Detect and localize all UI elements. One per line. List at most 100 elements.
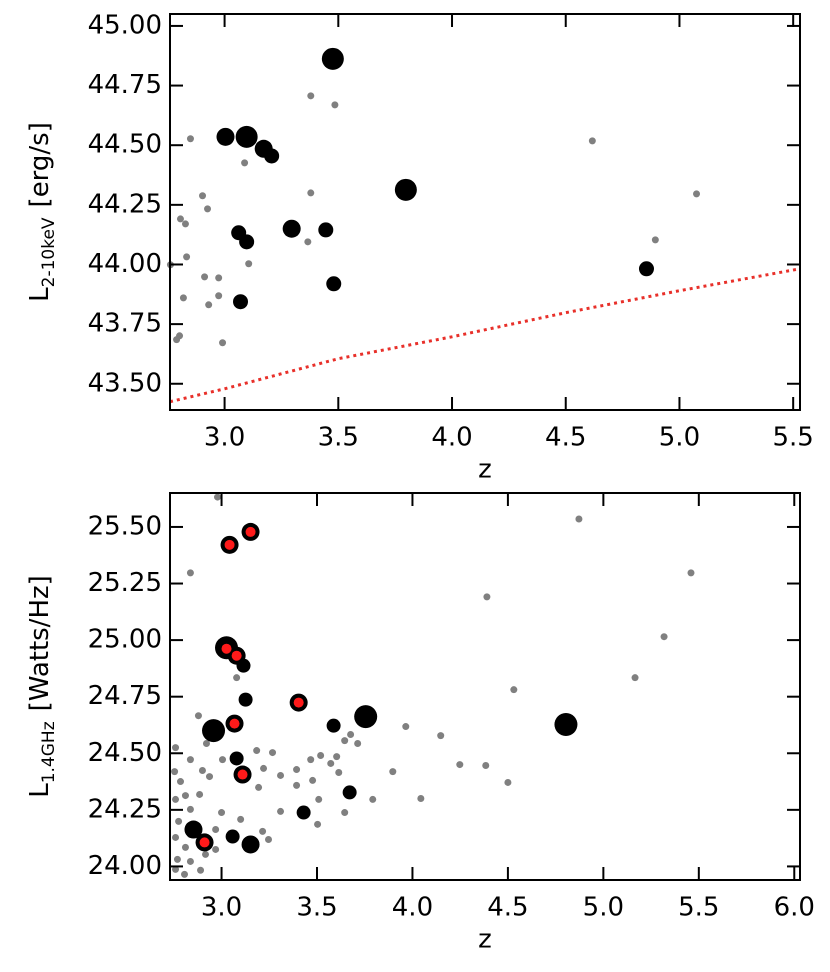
point xyxy=(315,795,323,803)
point xyxy=(260,764,268,772)
point xyxy=(693,190,701,198)
point xyxy=(638,261,654,277)
point xyxy=(197,866,205,874)
point xyxy=(204,205,212,213)
x-tick-label: 5.5 xyxy=(678,893,719,923)
point xyxy=(239,234,255,250)
y-label-unit: [erg/s] xyxy=(25,122,55,207)
y-tick-label: 24.50 xyxy=(88,738,162,768)
point xyxy=(199,192,207,200)
point xyxy=(237,815,245,823)
point xyxy=(181,220,189,228)
point xyxy=(318,222,334,238)
y-tick-label: 24.75 xyxy=(88,681,162,711)
point xyxy=(202,719,226,743)
y-label-sub: 1.4GHz xyxy=(39,721,59,783)
point xyxy=(225,829,240,844)
point xyxy=(333,753,341,761)
plot-frame xyxy=(169,13,801,411)
point xyxy=(437,732,445,740)
point xyxy=(245,526,256,537)
point xyxy=(245,260,253,268)
point xyxy=(212,845,220,853)
point xyxy=(173,336,181,344)
x-tick-label: 4.5 xyxy=(545,423,586,453)
point xyxy=(326,718,341,733)
y-tick-label: 25.25 xyxy=(88,568,162,598)
y-tick-label: 44.75 xyxy=(88,70,162,100)
point xyxy=(354,705,378,729)
point xyxy=(173,855,181,863)
point xyxy=(171,768,179,776)
point xyxy=(510,686,518,694)
y-tick-label: 24.25 xyxy=(88,794,162,824)
point xyxy=(172,744,180,752)
point xyxy=(307,92,315,100)
point xyxy=(219,756,226,764)
y-label-sub: 2-10keV xyxy=(39,217,59,287)
point xyxy=(202,740,210,748)
threshold-line xyxy=(169,267,801,404)
point xyxy=(198,766,206,774)
x-tick-label: 6.0 xyxy=(774,893,815,923)
y-tick-label: 44.25 xyxy=(88,189,162,219)
y-tick-label: 45.00 xyxy=(88,10,162,40)
point xyxy=(282,219,301,238)
y-tick-label: 43.75 xyxy=(88,309,162,339)
point xyxy=(212,826,220,834)
point xyxy=(331,101,339,109)
point xyxy=(218,809,226,817)
point xyxy=(687,569,695,577)
point xyxy=(277,771,285,779)
point xyxy=(293,697,304,708)
point xyxy=(369,795,377,803)
point xyxy=(347,730,355,738)
point xyxy=(172,865,180,873)
point xyxy=(181,843,189,851)
point xyxy=(219,339,227,347)
point xyxy=(229,751,244,766)
point xyxy=(184,820,203,839)
point xyxy=(253,747,261,755)
point xyxy=(277,807,285,815)
point xyxy=(177,778,184,786)
point xyxy=(317,752,325,760)
point xyxy=(186,857,194,865)
point xyxy=(389,768,397,776)
point xyxy=(265,835,273,843)
y-tick-label: 24.00 xyxy=(88,851,162,881)
point xyxy=(235,125,258,148)
point xyxy=(179,294,187,302)
point xyxy=(342,785,357,800)
y-label-unit: [Watts/Hz] xyxy=(25,575,55,711)
point xyxy=(354,740,362,748)
plot-frame xyxy=(169,492,801,881)
point xyxy=(327,759,335,767)
point xyxy=(293,766,301,774)
y-tick-label: 25.00 xyxy=(88,625,162,655)
point xyxy=(233,674,241,682)
point xyxy=(231,650,242,661)
point xyxy=(196,790,204,798)
y-axis-label: L1.4GHz [Watts/Hz] xyxy=(25,575,60,798)
point xyxy=(588,137,596,145)
y-tick-label: 43.50 xyxy=(88,368,162,398)
point xyxy=(215,292,223,300)
point xyxy=(309,776,317,784)
point xyxy=(186,805,194,813)
x-tick-label: 3.5 xyxy=(296,893,337,923)
point xyxy=(307,189,315,197)
point xyxy=(194,712,202,720)
y-tick-label: 25.50 xyxy=(88,511,162,541)
x-tick-label: 4.0 xyxy=(392,893,433,923)
point xyxy=(341,809,349,817)
point xyxy=(341,737,349,745)
point xyxy=(214,493,222,501)
point xyxy=(307,756,315,764)
point xyxy=(186,756,194,764)
point xyxy=(186,569,194,577)
y-label-main: L xyxy=(25,783,55,798)
point xyxy=(175,817,183,825)
x-tick-label: 4.5 xyxy=(487,893,528,923)
point xyxy=(255,783,263,791)
